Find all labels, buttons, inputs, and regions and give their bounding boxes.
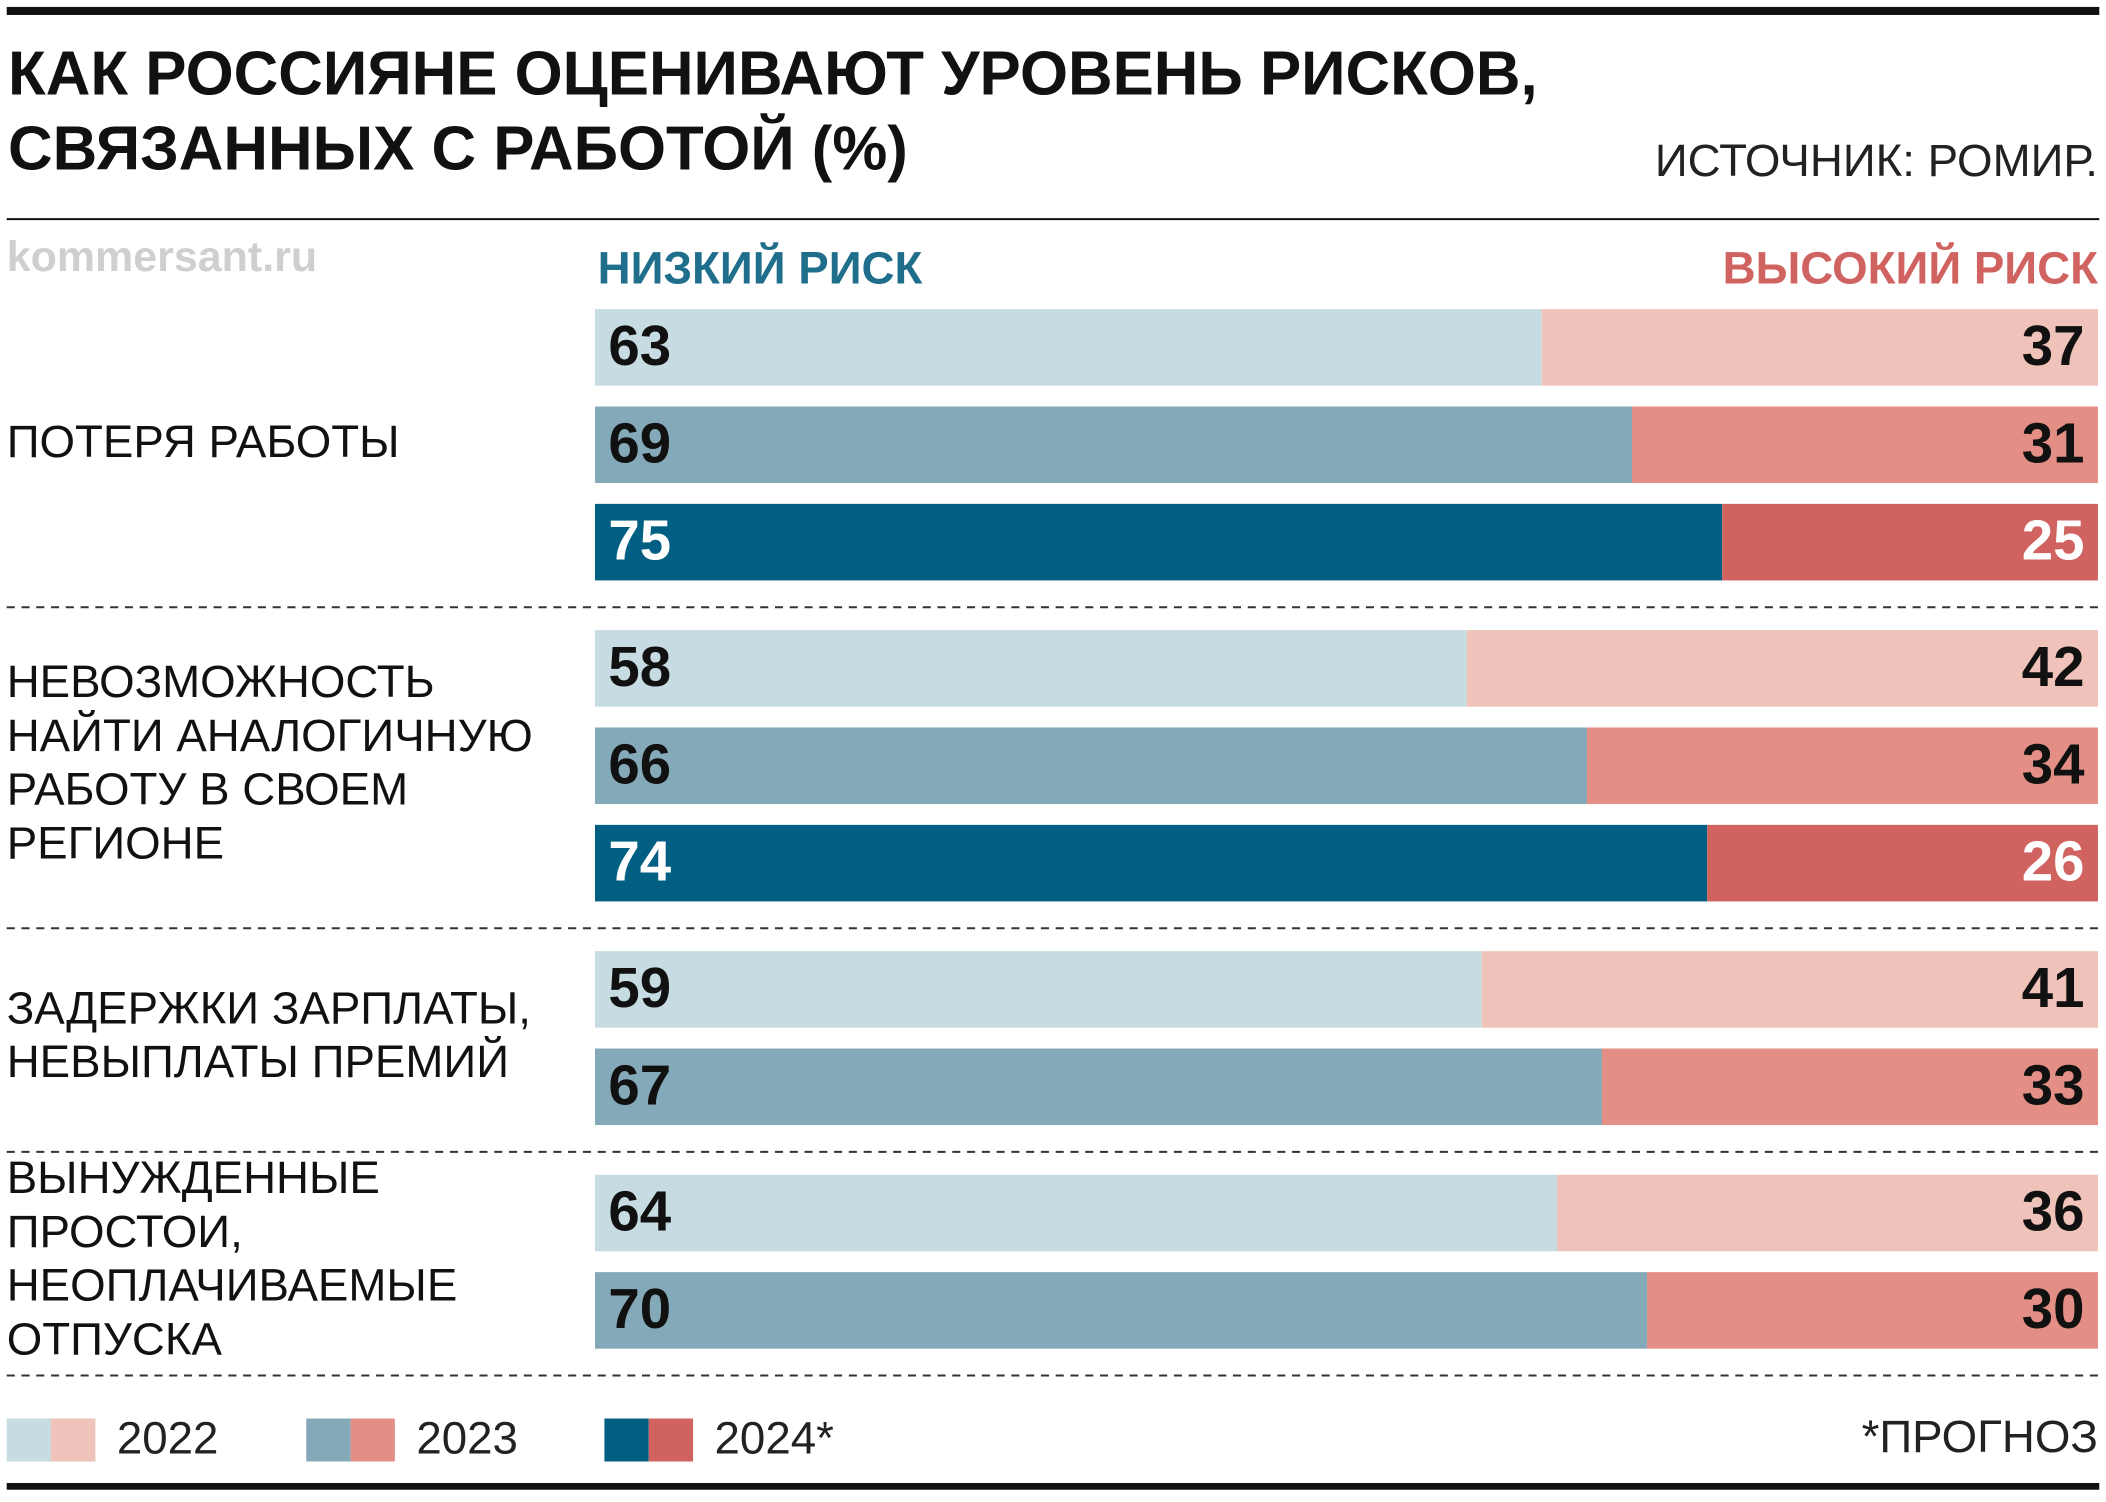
category-label: НЕВОЗМОЖНОСТЬ [7,656,435,707]
bar-segment [594,309,1542,386]
bar-segment [594,1048,1602,1126]
bar-segment [1541,309,2098,386]
legend-label: 2023 [416,1412,518,1463]
series-header: ВЫСОКИЙ РИСК [1723,242,2098,294]
value-label: 74 [608,830,671,893]
value-label: 36 [2022,1180,2085,1243]
bar-segment [1556,1174,2098,1252]
category-label: ЗАДЕРЖКИ ЗАРПЛАТЫ, [7,982,531,1033]
bar-segment [1481,951,2098,1028]
chart-title: СВЯЗАННЫХ С РАБОТОЙ (%) [8,114,908,184]
value-label: 30 [2022,1277,2085,1340]
bottom-rule [6,1482,2100,1490]
legend-swatch [648,1418,694,1462]
series-header: НИЗКИЙ РИСК [598,242,923,294]
value-label: 70 [608,1277,671,1340]
bar-segment [594,630,1467,707]
value-label: 37 [2022,314,2085,377]
chart-title: КАК РОССИЯНЕ ОЦЕНИВАЮТ УРОВЕНЬ РИСКОВ, [8,39,1538,108]
value-label: 63 [608,314,671,377]
value-label: 58 [608,635,671,698]
source: ИСТОЧНИК: РОМИР. [1655,135,2098,186]
value-label: 34 [2022,732,2085,795]
value-label: 41 [2022,956,2085,1019]
legend-label: 2024* [715,1412,835,1463]
bar-segment [594,951,1482,1028]
watermark: kommersant.ru [7,233,317,281]
bar-segment [1632,406,2098,484]
bar-segment [594,1174,1557,1252]
value-label: 31 [2022,411,2085,474]
value-label: 66 [608,732,671,795]
category-label: НЕВЫПЛАТЫ ПРЕМИЙ [7,1035,509,1087]
category-label: РЕГИОНЕ [7,817,224,868]
value-label: 59 [608,956,671,1019]
category-label: ПОТЕРЯ РАБОТЫ [7,416,400,467]
category-label: НАЙТИ АНАЛОГИЧНУЮ [7,709,533,761]
value-label: 69 [608,411,671,474]
value-label: 33 [2022,1053,2085,1116]
category-label: НЕОПЛАЧИВАЕМЫЕ [7,1260,458,1311]
bar-segment [594,503,1723,581]
value-label: 25 [2022,509,2085,572]
value-label: 26 [2022,830,2085,893]
bar-segment [1722,503,2098,581]
bar-segment [594,1272,1648,1349]
top-rule [6,6,2100,15]
category-label: ВЫНУЖДЕННЫЕ [7,1152,380,1203]
legend-swatch [350,1418,395,1462]
bar-segment [1707,824,2098,902]
legend-label: 2022 [117,1412,219,1463]
value-label: 64 [608,1180,671,1243]
bar-segment [594,727,1587,805]
bar-segment [594,406,1633,484]
value-label: 67 [608,1053,671,1116]
bar-segment [1586,727,2098,805]
footnote: *ПРОГНОЗ [1862,1411,2098,1462]
category-label: ОТПУСКА [7,1313,223,1364]
category-label: РАБОТУ В СВОЕМ [7,764,408,815]
bar-segment [1601,1048,2098,1126]
legend-swatch [604,1418,649,1462]
legend-swatch [306,1418,351,1462]
category-label: ПРОСТОИ, [7,1206,243,1257]
legend-swatch [51,1418,96,1462]
bar-segment [1647,1272,2098,1349]
legend-swatch [6,1418,52,1462]
bar-segment [1466,630,2098,707]
bar-segment [594,824,1708,902]
value-label: 42 [2022,635,2085,698]
value-label: 75 [608,509,671,572]
